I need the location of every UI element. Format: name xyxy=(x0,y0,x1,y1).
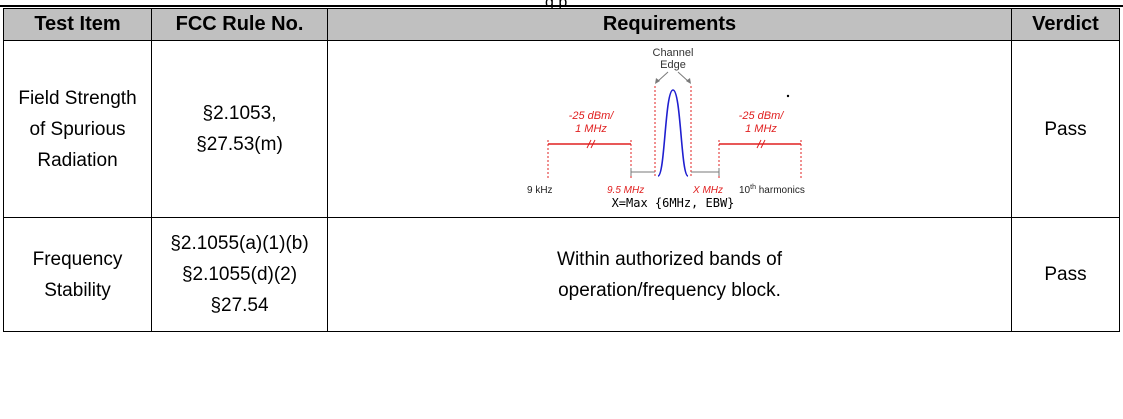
requirement-diagram-cell: Channel Edge xyxy=(327,40,1012,218)
freq-label-end-rest: harmonics xyxy=(755,185,804,196)
table-header-row: Test Item FCC Rule No. Requirements Verd… xyxy=(3,8,1120,41)
right-limit-label-2: 1 MHz xyxy=(745,123,777,135)
channel-edge-label-1: Channel xyxy=(652,47,693,59)
header-requirements: Requirements xyxy=(327,8,1012,41)
test-item-line: Radiation xyxy=(37,149,118,171)
requirement-cell: Within authorized bands of operation/fre… xyxy=(327,217,1012,332)
verdict-cell: Pass xyxy=(1011,40,1120,218)
freq-label-start: 9 kHz xyxy=(527,185,553,196)
left-limit-break xyxy=(586,139,591,149)
cut-heading-fragment: g p xyxy=(545,0,568,11)
formula-label: X=Max {6MHz, EBW} xyxy=(611,196,734,210)
test-item-cell: Frequency Stability xyxy=(3,217,152,332)
header-rule-no: FCC Rule No. xyxy=(151,8,328,41)
rule-line: §2.1055(a)(1)(b) xyxy=(170,233,309,254)
requirement-line: operation/frequency block. xyxy=(558,279,781,301)
freq-label-end: 10th harmonics xyxy=(739,184,805,196)
spurious-emission-mask-diagram: Channel Edge xyxy=(527,47,805,210)
channel-edge-arrowhead xyxy=(654,78,660,84)
test-item-cell: Field Strength of Spurious Radiation xyxy=(3,40,152,218)
freq-label-low: 9.5 MHz xyxy=(607,185,644,196)
table-row: Field Strength of Spurious Radiation §2.… xyxy=(3,40,1120,218)
freq-label-x: X MHz xyxy=(692,185,723,196)
right-limit-break xyxy=(760,139,765,149)
left-limit-label-1: -25 dBm/ xyxy=(568,110,614,122)
channel-edge-label-2: Edge xyxy=(660,59,686,71)
rule-line: §2.1053, xyxy=(202,103,277,124)
stray-dot xyxy=(786,94,789,98)
right-limit-label-1: -25 dBm/ xyxy=(738,110,784,122)
test-item-line: of Spurious xyxy=(29,118,126,140)
rule-cell: §2.1053, §27.53(m) xyxy=(151,40,328,218)
rule-line: §27.53(m) xyxy=(196,134,283,155)
requirement-line: Within authorized bands of xyxy=(557,248,782,270)
rule-cell: §2.1055(a)(1)(b) §2.1055(d)(2) §27.54 xyxy=(151,217,328,332)
test-item-line: Stability xyxy=(44,279,111,301)
table-row: Frequency Stability §2.1055(a)(1)(b) §2.… xyxy=(3,217,1120,332)
channel-signal-curve xyxy=(656,89,689,177)
freq-label-end-sup: th xyxy=(750,184,756,191)
verdict-cell: Pass xyxy=(1011,217,1120,332)
left-limit-break xyxy=(590,139,595,149)
channel-edge-arrowhead xyxy=(685,78,691,84)
test-summary-table: Test Item FCC Rule No. Requirements Verd… xyxy=(3,8,1120,332)
right-limit-break xyxy=(756,139,761,149)
header-test-item: Test Item xyxy=(3,8,152,41)
test-item-line: Frequency xyxy=(32,248,123,270)
top-rule xyxy=(0,5,1123,7)
left-limit-label-2: 1 MHz xyxy=(575,123,607,135)
rule-line: §27.54 xyxy=(210,295,269,316)
header-verdict: Verdict xyxy=(1011,8,1120,41)
freq-label-end-base: 10 xyxy=(739,185,751,196)
test-item-line: Field Strength xyxy=(18,87,137,109)
rule-line: §2.1055(d)(2) xyxy=(181,264,298,285)
